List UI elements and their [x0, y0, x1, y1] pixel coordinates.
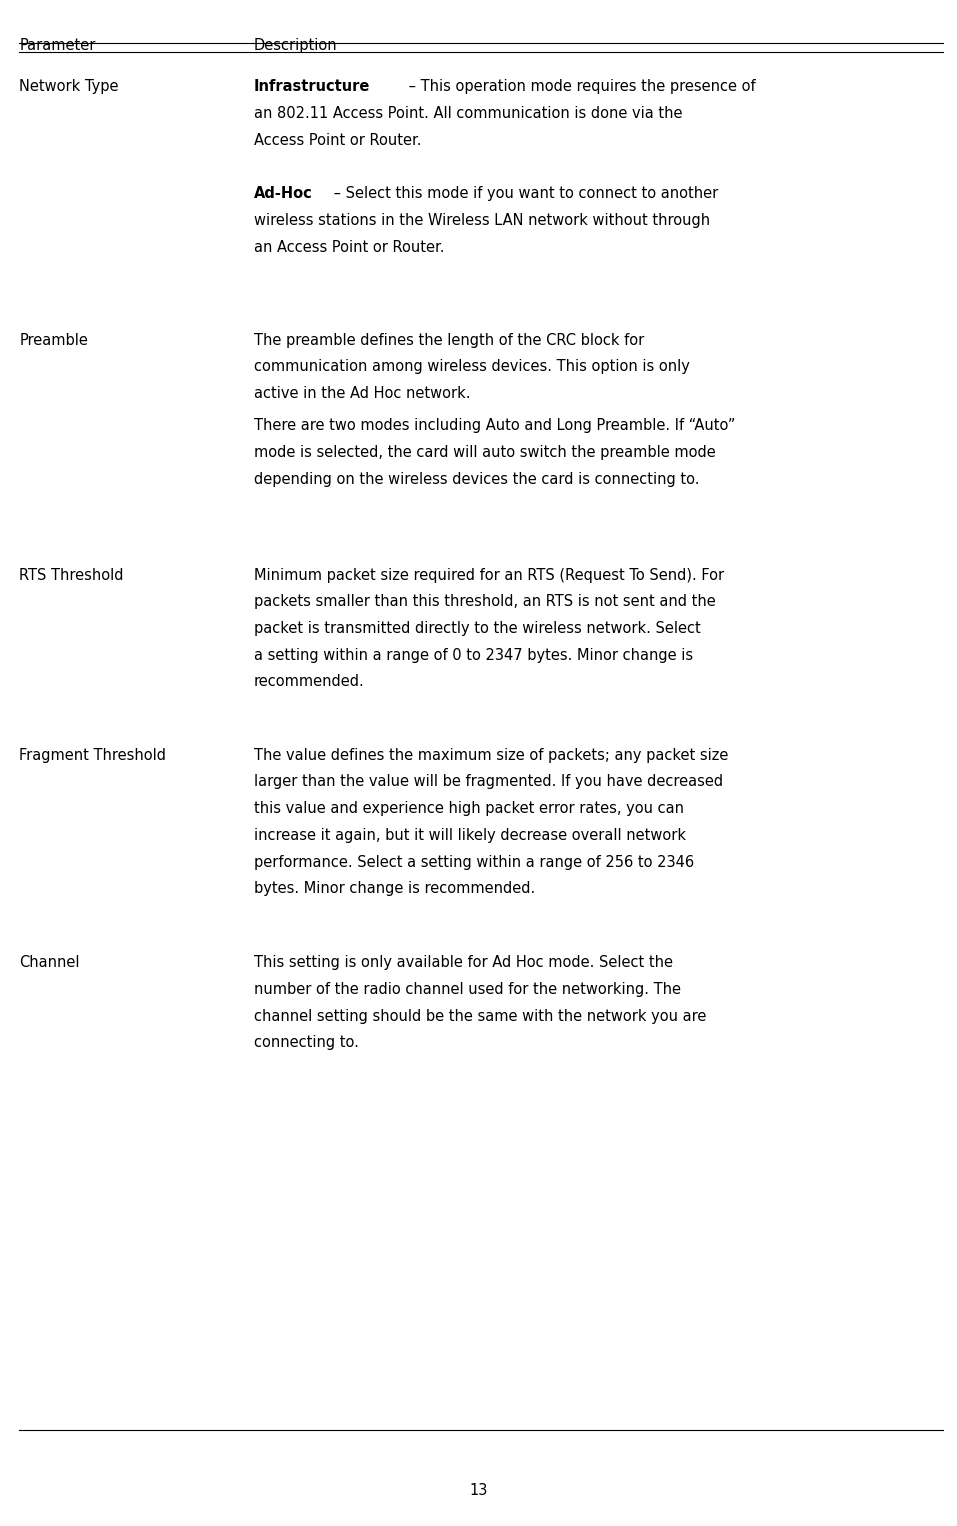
- Text: The preamble defines the length of the CRC block for: The preamble defines the length of the C…: [254, 333, 649, 348]
- Text: packets smaller than this threshold, an RTS is not sent and the: packets smaller than this threshold, an …: [254, 594, 720, 609]
- Text: Channel: Channel: [19, 955, 79, 971]
- Text: larger than the value will be fragmented. If you have decreased: larger than the value will be fragmented…: [254, 775, 727, 789]
- Text: Ad-Hoc: Ad-Hoc: [254, 186, 312, 201]
- Text: packet is transmitted directly to the wireless network. Select: packet is transmitted directly to the wi…: [254, 621, 705, 636]
- Text: increase it again, but it will likely decrease overall network: increase it again, but it will likely de…: [254, 827, 690, 842]
- Text: connecting to.: connecting to.: [254, 1036, 359, 1050]
- Text: – Select this mode if you want to connect to another: – Select this mode if you want to connec…: [329, 186, 723, 201]
- Text: RTS Threshold: RTS Threshold: [19, 568, 123, 583]
- Text: this value and experience high packet error rates, you can: this value and experience high packet er…: [254, 801, 688, 816]
- Text: Access Point or Router.: Access Point or Router.: [254, 133, 421, 148]
- Text: This setting is only available for Ad Hoc mode. Select the: This setting is only available for Ad Ho…: [254, 955, 678, 971]
- Text: mode is selected, the card will auto switch the preamble mode: mode is selected, the card will auto swi…: [254, 446, 720, 459]
- Text: 13: 13: [469, 1483, 488, 1499]
- Text: Fragment Threshold: Fragment Threshold: [19, 748, 167, 763]
- Text: number of the radio channel used for the networking. The: number of the radio channel used for the…: [254, 983, 685, 996]
- Text: Network Type: Network Type: [19, 79, 119, 95]
- Text: channel setting should be the same with the network you are: channel setting should be the same with …: [254, 1009, 711, 1024]
- Text: communication among wireless devices. This option is only: communication among wireless devices. Th…: [254, 359, 694, 374]
- Text: Minimum packet size required for an RTS (Request To Send). For: Minimum packet size required for an RTS …: [254, 568, 728, 583]
- Text: – This operation mode requires the presence of: – This operation mode requires the prese…: [404, 79, 760, 95]
- Text: Parameter: Parameter: [19, 38, 96, 53]
- Text: depending on the wireless devices the card is connecting to.: depending on the wireless devices the ca…: [254, 472, 700, 487]
- Text: an 802.11 Access Point. All communication is done via the: an 802.11 Access Point. All communicatio…: [254, 107, 687, 121]
- Text: a setting within a range of 0 to 2347 bytes. Minor change is: a setting within a range of 0 to 2347 by…: [254, 647, 698, 662]
- Text: Preamble: Preamble: [19, 333, 88, 348]
- Text: recommended.: recommended.: [254, 674, 365, 690]
- Text: bytes. Minor change is recommended.: bytes. Minor change is recommended.: [254, 882, 535, 896]
- Text: active in the Ad Hoc network.: active in the Ad Hoc network.: [254, 386, 470, 401]
- Text: The value defines the maximum size of packets; any packet size: The value defines the maximum size of pa…: [254, 748, 733, 763]
- Text: Infrastructure: Infrastructure: [254, 79, 370, 95]
- Text: There are two modes including Auto and Long Preamble. If “Auto”: There are two modes including Auto and L…: [254, 418, 740, 433]
- Text: performance. Select a setting within a range of 256 to 2346: performance. Select a setting within a r…: [254, 855, 699, 870]
- Text: Description: Description: [254, 38, 337, 53]
- Text: wireless stations in the Wireless LAN network without through: wireless stations in the Wireless LAN ne…: [254, 212, 714, 227]
- Text: an Access Point or Router.: an Access Point or Router.: [254, 240, 444, 255]
